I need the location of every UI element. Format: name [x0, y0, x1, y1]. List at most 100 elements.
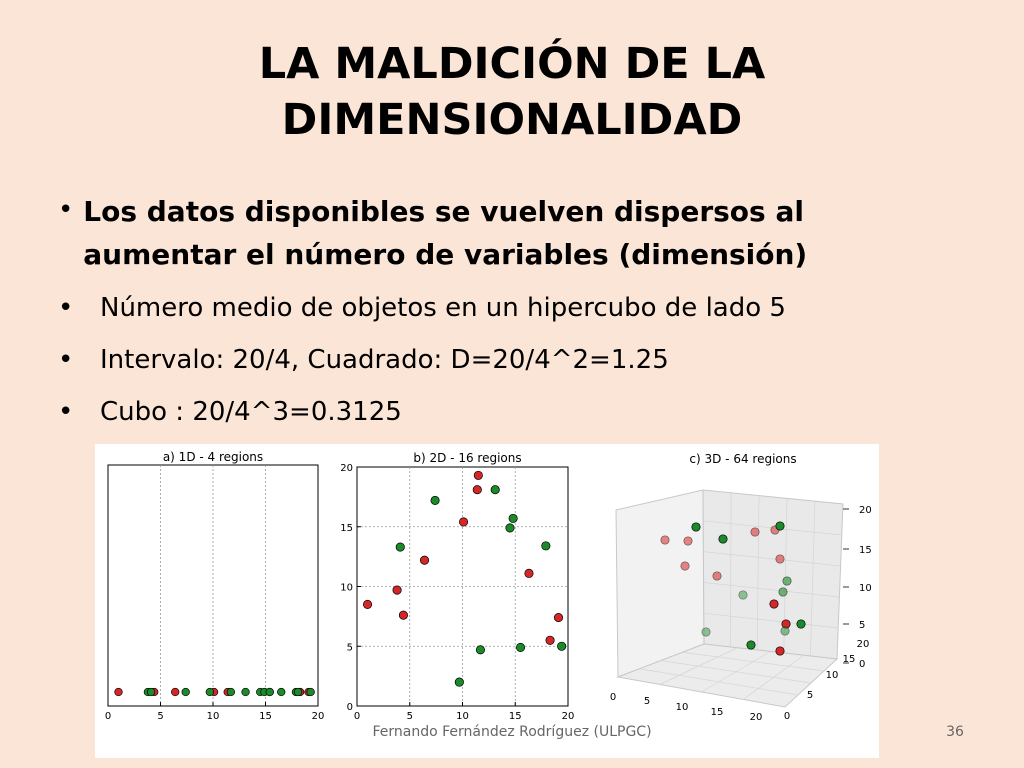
plot-3d-point: [782, 576, 792, 586]
plot-1d-point: [241, 687, 250, 697]
plot-2d-point: [398, 610, 408, 620]
plot-2d-ytick-label: 0: [347, 702, 353, 713]
plot-2d-point: [545, 635, 555, 645]
plot-3d-gridline: [701, 651, 771, 693]
plot-1d-point: [171, 687, 180, 697]
plot-3d-point: [775, 646, 785, 656]
plot-3d-gridline: [682, 651, 825, 672]
plot-3d-ztick-label: 0: [859, 659, 865, 670]
plot-3d-ytick-label: 0: [784, 711, 790, 722]
plot-3d-ztick-label: 5: [859, 620, 865, 631]
plot-1d-tick-label: 5: [157, 711, 163, 722]
plot-3d-ytick-label: 15: [843, 654, 856, 665]
plot-2d-xtick-label: 10: [456, 711, 469, 722]
plot-3d-xtick-label: 5: [644, 696, 650, 707]
plot-3d-point: [775, 554, 785, 564]
plot-3d-title: c) 3D - 64 regions: [689, 452, 796, 466]
plot-3d-ytick-label: 5: [807, 690, 813, 701]
bullet-text: Los datos disponibles se vuelven dispers…: [83, 195, 808, 271]
plot-2d-point: [472, 485, 482, 495]
plot-2d-xtick-label: 5: [407, 711, 413, 722]
plot-3d-ytick-label: 20: [857, 639, 870, 650]
plot-1d-tick-label: 10: [207, 711, 220, 722]
plot-3d-point: [712, 571, 722, 581]
plot-3d-point: [683, 536, 693, 546]
plot-3d-point: [796, 619, 806, 629]
bullet-list: • Los datos disponibles se vuelven dispe…: [58, 190, 958, 444]
plot-3d-gridline: [743, 654, 804, 700]
plot-3d-gridline: [702, 582, 840, 598]
plot-3d-point: [701, 627, 711, 637]
plot-3d-point: [746, 640, 756, 650]
bullet-text: Número medio de objetos en un hipercubo …: [100, 293, 786, 323]
plot-2d-ytick-label: 10: [340, 583, 353, 594]
plot-2d-point: [505, 523, 515, 533]
plot-1d-point: [265, 687, 274, 697]
plot-2d-point: [362, 599, 373, 609]
plot-3d-point: [775, 521, 785, 531]
plot-3d-point: [718, 534, 728, 544]
plot-1d-point: [181, 687, 190, 697]
plot-2d-point: [419, 555, 430, 565]
bullet-item: • Intervalo: 20/4, Cuadrado: D=20/4^2=1.…: [58, 340, 958, 380]
page-number: 36: [946, 724, 964, 740]
plot-2d-point: [515, 642, 526, 652]
plot-3d-point: [680, 561, 690, 571]
plot-3d-ztick-label: 15: [859, 545, 872, 556]
slide-title: LA MALDICIÓN DE LA DIMENSIONALIDAD: [258, 39, 766, 145]
plot-2d-point: [430, 495, 440, 506]
plot-1d-point: [277, 687, 286, 697]
plot-1d-point: [226, 687, 236, 697]
plot-3d-xtick-label: 15: [711, 707, 724, 718]
plot-2d-ytick-label: 20: [340, 463, 353, 474]
plot-2d-point: [395, 542, 405, 552]
plot-2d-point: [508, 513, 518, 523]
figure-panel: 0 5 10 15 20 a) 1D - 4 regions 0 5 10 15 20 0 5 10 15 2…: [95, 444, 879, 758]
bullet-dot-icon: •: [58, 293, 74, 323]
bullet-text: Intervalo: 20/4, Cuadrado: D=20/4^2=1.25: [100, 345, 669, 375]
plot-3d-gridline: [702, 551, 841, 567]
plot-2d-title: b) 2D - 16 regions: [413, 451, 521, 465]
plot-3d-ztick-label: 10: [859, 583, 872, 594]
footer-author: Fernando Fernández Rodríguez (ULPGC): [372, 724, 652, 740]
plot-3d-gridline: [756, 495, 760, 651]
plot-3d-xtick-label: 0: [610, 692, 616, 703]
plot-2d-xtick-label: 20: [562, 711, 575, 722]
bullet-item: • Los datos disponibles se vuelven dispe…: [58, 190, 958, 276]
plot-2d-point: [557, 641, 567, 651]
plot-3d-gridline: [702, 612, 839, 629]
plot-1d-tick-label: 0: [105, 711, 111, 722]
plot-2d-ytick-label: 5: [347, 642, 353, 653]
plot-1d-point: [293, 687, 303, 697]
plot-3d-point: [691, 522, 701, 532]
plot-2d-point: [524, 568, 534, 578]
plot-1d-tick-label: 20: [312, 711, 325, 722]
plot-2d-point: [490, 485, 500, 495]
bullet-dot-icon: •: [58, 195, 74, 225]
plot-1d-point: [146, 687, 156, 697]
plot-1d-point: [306, 687, 315, 697]
bullet-dot-icon: •: [58, 345, 74, 375]
plot-1d-point: [114, 687, 123, 697]
plot-3d-xtick-label: 20: [750, 712, 763, 723]
plot-3d-gridline: [810, 501, 816, 657]
plot-3d-ytick-label: 10: [826, 670, 839, 681]
plot-3d-point: [738, 590, 748, 600]
plot-3d-point: [660, 535, 670, 545]
plot-3d-point: [778, 587, 788, 597]
plot-1d-tick-label: 15: [259, 711, 272, 722]
plot-3d-back-pane: [702, 489, 844, 660]
plot-1d-title: a) 1D - 4 regions: [163, 450, 263, 464]
bullet-text: Cubo : 20/4^3=0.3125: [100, 397, 402, 427]
bullet-item: • Cubo : 20/4^3=0.3125: [58, 392, 958, 432]
plot-2d-point: [473, 470, 483, 480]
plot-2d-point: [454, 677, 464, 687]
plot-1d-point: [205, 687, 214, 697]
plot-2d-ytick-label: 15: [340, 523, 353, 534]
plot-2d-xtick-label: 15: [509, 711, 522, 722]
bullet-dot-icon: •: [58, 397, 74, 427]
plot-2d-point: [475, 645, 485, 655]
plot-3d-floor-pane: [616, 643, 839, 708]
plot-2d-point: [541, 541, 551, 551]
